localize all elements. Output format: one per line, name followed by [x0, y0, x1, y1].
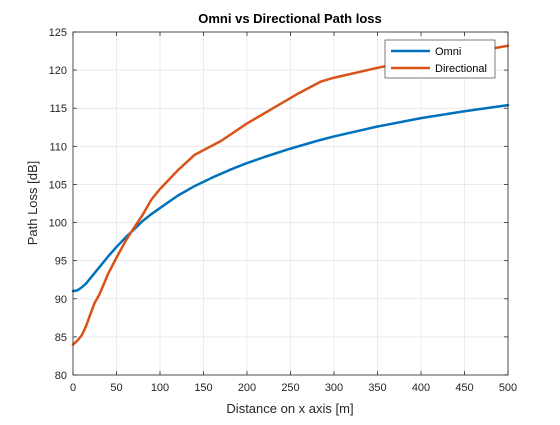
legend-box [384, 39, 496, 79]
x-tick-label: 300 [325, 382, 343, 394]
y-tick-label: 110 [49, 141, 67, 153]
series-lines [71, 44, 510, 346]
y-tick-label: 80 [55, 370, 67, 382]
x-tick-labels: 0 50 100 150 200 250 300 350 400 450 500 [70, 382, 517, 394]
x-tick-label: 150 [194, 382, 212, 394]
axis-ticks [72, 31, 509, 376]
y-tick-label: 95 [55, 256, 67, 268]
y-tick-label: 90 [55, 294, 67, 306]
x-tick-label: 400 [412, 382, 430, 394]
x-tick-label: 450 [455, 382, 473, 394]
y-tick-label: 125 [49, 27, 67, 39]
y-axis-label: Path Loss [dB] [25, 161, 40, 246]
y-tick-label: 115 [49, 103, 67, 115]
legend-label-omni: Omni [435, 46, 461, 58]
x-tick-label: 200 [238, 382, 256, 394]
x-tick-label: 50 [110, 382, 122, 394]
x-tick-label: 100 [151, 382, 169, 394]
y-tick-label: 100 [49, 218, 67, 230]
chart-title: Omni vs Directional Path loss [198, 11, 382, 26]
x-tick-label: 250 [281, 382, 299, 394]
x-tick-label: 350 [368, 382, 386, 394]
x-tick-label: 0 [70, 382, 76, 394]
y-tick-label: 85 [55, 332, 67, 344]
series-line-omni [71, 103, 510, 293]
x-axis-label: Distance on x axis [m] [226, 401, 353, 416]
x-tick-label: 500 [499, 382, 517, 394]
y-tick-label: 120 [49, 65, 67, 77]
legend-label-directional: Directional [435, 63, 487, 75]
y-tick-labels: 80 85 90 95 100 105 110 115 120 125 [49, 27, 67, 382]
y-tick-label: 105 [49, 179, 67, 191]
legend: Omni Directional [384, 39, 496, 79]
series-line-directional [71, 44, 510, 346]
